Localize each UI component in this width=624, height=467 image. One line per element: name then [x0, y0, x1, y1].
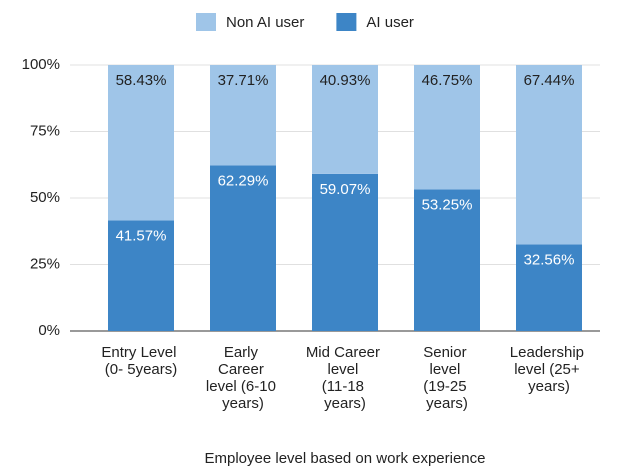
- x-tick-line: Career: [218, 361, 268, 378]
- bar-segment: [108, 65, 174, 221]
- x-tick-line: years): [324, 395, 366, 412]
- data-label: 41.57%: [116, 227, 167, 244]
- bar-segment: [516, 244, 582, 331]
- x-tick-line: level (6-10: [206, 378, 280, 395]
- data-label: 62.29%: [218, 172, 269, 189]
- y-tick-label: 75%: [30, 122, 60, 139]
- legend-label: AI user: [366, 14, 414, 31]
- x-tick-label: Mid Career level (11-18 years): [306, 344, 384, 412]
- x-tick-line: level (25+: [514, 361, 584, 378]
- x-tick-line: Leadership: [510, 344, 588, 361]
- bar-segment: [312, 65, 378, 174]
- bar-segment: [414, 65, 480, 190]
- x-tick-line: years): [426, 395, 468, 412]
- y-tick-label: 0%: [38, 322, 60, 339]
- x-axis-label: Employee level based on work experience: [205, 450, 486, 467]
- y-tick-label: 50%: [30, 189, 60, 206]
- bar-segment: [108, 220, 174, 331]
- x-tick-line: (0- 5years): [105, 361, 178, 378]
- x-tick-label: Senior level (19-25 years): [423, 344, 471, 412]
- bar-segment: [516, 65, 582, 245]
- data-label: 40.93%: [320, 72, 371, 89]
- bar-segment: [210, 65, 276, 166]
- bar-segment: [414, 189, 480, 331]
- x-tick-line: (19-25: [423, 378, 471, 395]
- data-label: 37.71%: [218, 72, 269, 89]
- x-tick-line: level: [429, 361, 464, 378]
- x-tick-label: Early Career level (6-10 years): [206, 344, 280, 412]
- data-label: 67.44%: [524, 72, 575, 89]
- legend-swatch: [336, 13, 357, 31]
- bar-segment: [312, 173, 378, 331]
- y-tick-label: 100%: [22, 56, 60, 73]
- bar-segment: [210, 165, 276, 331]
- x-tick-line: years): [222, 395, 264, 412]
- x-tick-line: Early: [224, 344, 262, 361]
- x-tick-label: Entry Level (0- 5years): [101, 344, 180, 378]
- x-tick-line: level: [327, 361, 362, 378]
- x-tick-line: Mid Career: [306, 344, 384, 361]
- x-tick-line: (11-18: [322, 378, 368, 395]
- data-label: 58.43%: [116, 72, 167, 89]
- data-label: 46.75%: [422, 72, 473, 89]
- data-label: 53.25%: [422, 196, 473, 213]
- data-label: 59.07%: [320, 181, 371, 198]
- legend-label: Non AI user: [226, 14, 304, 31]
- x-tick-line: Senior: [423, 344, 471, 361]
- x-tick-label: Leadership level (25+ years): [510, 344, 588, 395]
- x-tick-line: Entry Level: [101, 344, 180, 361]
- x-tick-line: years): [528, 378, 570, 395]
- data-label: 32.56%: [524, 251, 575, 268]
- y-tick-label: 25%: [30, 255, 60, 272]
- legend-swatch: [196, 13, 216, 31]
